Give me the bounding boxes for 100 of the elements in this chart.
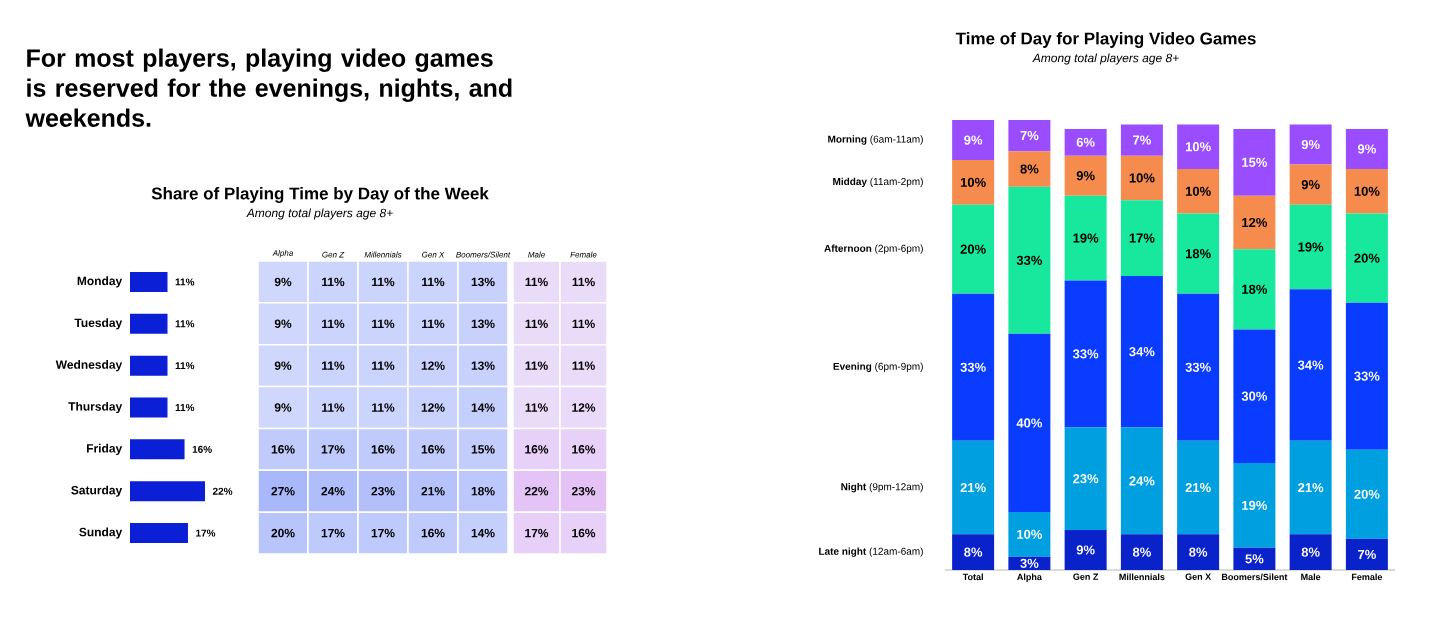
bar — [1177, 293, 1220, 441]
y-tick-label: Saturday — [71, 485, 123, 497]
bar — [1177, 213, 1220, 294]
bar — [1233, 249, 1276, 330]
data-label: 16% — [271, 445, 295, 454]
bar — [1345, 302, 1388, 450]
data-label: 22% — [524, 486, 549, 496]
data-label: 11% — [372, 319, 395, 329]
data-label: 9% — [274, 319, 292, 329]
data-label: 24% — [1129, 476, 1155, 486]
y-tick-label: Monday — [77, 276, 123, 288]
bar — [1345, 169, 1388, 214]
bar — [1233, 329, 1276, 464]
bar — [1064, 280, 1107, 428]
data-label: 23% — [1073, 474, 1099, 484]
data-label: 10% — [1017, 529, 1043, 539]
chart-subtitle: Among total players age 8+ — [1032, 53, 1179, 65]
data-label: 11% — [525, 361, 548, 370]
x-tick-label: Gen Z — [1073, 573, 1099, 580]
data-label: 18% — [471, 486, 495, 496]
x-tick-label: Gen X — [422, 251, 445, 258]
bar — [130, 439, 185, 460]
data-label: 17% — [321, 445, 345, 454]
data-label: 11% — [175, 320, 195, 328]
bar — [1177, 534, 1220, 570]
data-label: 12% — [421, 361, 445, 370]
data-label: 8% — [1132, 547, 1151, 557]
data-label: 10% — [1185, 142, 1211, 152]
bar — [1289, 289, 1332, 441]
bar — [1008, 120, 1051, 152]
bar — [1177, 169, 1220, 214]
data-label: 9% — [274, 403, 292, 412]
data-label: 33% — [1016, 255, 1043, 265]
data-label: 11% — [175, 403, 195, 412]
text: Late night (12am-6am) — [819, 547, 923, 557]
data-label: 6% — [1076, 137, 1095, 147]
data-label: 17% — [1129, 233, 1155, 243]
bar — [1289, 124, 1332, 165]
data-label: 16% — [371, 445, 395, 454]
bar — [952, 204, 995, 294]
data-label: 16% — [572, 528, 596, 538]
bar — [1289, 164, 1332, 205]
data-label: 11% — [422, 277, 445, 287]
bar — [1345, 213, 1388, 303]
bar — [130, 397, 168, 418]
bar — [1233, 547, 1276, 570]
data-label: 12% — [572, 403, 596, 412]
bar — [952, 160, 995, 205]
y-tick-label: Tuesday — [74, 318, 123, 330]
data-label: 8% — [1020, 164, 1039, 174]
y-tick-label: Sunday — [79, 527, 123, 539]
data-label: 8% — [964, 547, 983, 557]
bar — [1177, 124, 1220, 170]
data-label: 33% — [1072, 349, 1099, 359]
bar — [130, 355, 168, 376]
bar — [1008, 512, 1051, 557]
data-label: 11% — [572, 277, 595, 287]
data-label: 11% — [322, 361, 345, 370]
data-label: 17% — [371, 528, 395, 538]
bar — [1289, 534, 1332, 570]
x-tick-label: Female — [570, 251, 597, 258]
data-label: 17% — [196, 529, 216, 537]
data-label: 20% — [960, 244, 986, 254]
bar — [1345, 538, 1388, 570]
data-label: 11% — [372, 361, 395, 370]
data-label: 9% — [274, 361, 292, 370]
data-label: 7% — [1133, 135, 1151, 145]
x-tick-label: Boomers/Silent — [456, 251, 511, 258]
bar — [1289, 204, 1332, 290]
data-label: 30% — [1241, 391, 1268, 401]
chart-subtitle: Among total players age 8+ — [246, 208, 393, 220]
bar — [1120, 534, 1163, 570]
data-label: 11% — [372, 403, 395, 412]
bar — [1064, 128, 1107, 156]
data-label: 16% — [192, 445, 212, 453]
y-tick-label: Wednesday — [55, 360, 123, 372]
bar — [1233, 195, 1276, 250]
data-label: 11% — [322, 403, 345, 412]
data-label: 34% — [1297, 360, 1324, 370]
data-label: 11% — [422, 319, 445, 329]
data-label: 10% — [1185, 186, 1211, 196]
text: Evening (6pm-9pm) — [833, 362, 923, 372]
data-label: 11% — [372, 277, 395, 287]
bar — [1120, 124, 1163, 156]
data-label: 7% — [1020, 131, 1039, 141]
chart-title: Time of Day for Playing Video Games — [955, 32, 1256, 48]
data-label: 34% — [1129, 347, 1155, 357]
text: Midday (11am-2pm) — [833, 177, 923, 188]
data-label: 23% — [571, 486, 596, 496]
data-label: 18% — [1185, 249, 1211, 259]
bar — [1064, 155, 1107, 196]
bar — [1233, 463, 1276, 548]
bar — [1120, 200, 1163, 276]
bar — [1064, 427, 1107, 530]
data-label: 15% — [471, 445, 495, 454]
data-label: 9% — [1357, 144, 1376, 154]
bar — [1345, 128, 1388, 170]
data-label: 19% — [1242, 500, 1268, 510]
bar — [1008, 151, 1051, 187]
bar — [1177, 440, 1220, 535]
